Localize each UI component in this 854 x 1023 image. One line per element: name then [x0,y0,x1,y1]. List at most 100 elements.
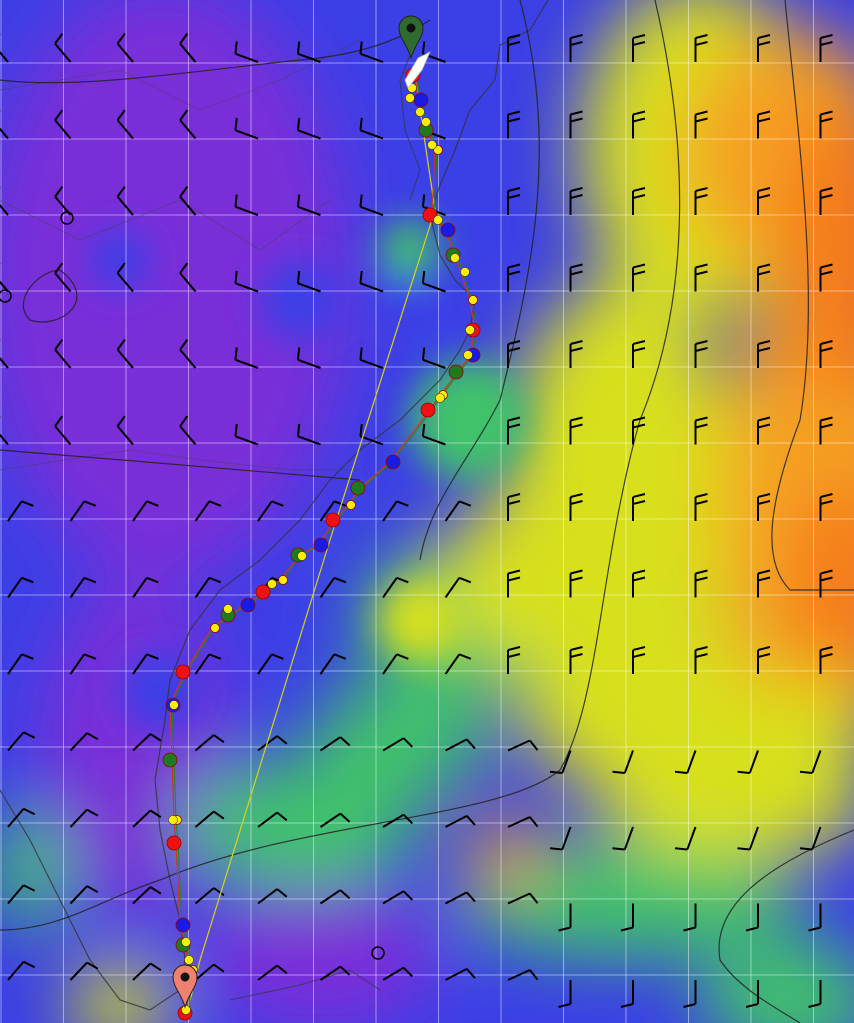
barb-feather [276,964,288,975]
wind-barb [507,646,521,674]
wind-barb [632,569,646,598]
barb-feather [757,500,771,505]
barb-staff [235,129,259,140]
barb-feather [695,423,708,429]
barb-staff [360,435,384,446]
wind-barb [54,262,72,293]
barb-staff [360,129,384,140]
isobar [771,0,854,591]
barb-feather [296,423,301,437]
barb-feather [179,415,189,427]
wind-barb [819,493,833,521]
barb-feather [116,186,126,198]
barb-staff [69,732,88,752]
barb-staff [69,961,88,981]
wind-barb [694,646,708,674]
barb-staff [132,886,152,905]
route-waypoint [460,267,470,277]
wind-barb [382,813,414,828]
route-waypoint [421,117,431,127]
barb-staff [297,52,321,63]
wind-barb [359,194,384,216]
route-waypoint [181,937,191,947]
wind-barb [0,416,9,446]
barb-feather [507,117,521,123]
barb-feather [695,493,708,498]
heat-blob [200,880,440,1023]
barb-feather [820,416,833,422]
barb-feather [213,963,225,973]
barb-staff [116,348,134,369]
route-waypoint [313,537,329,553]
heat-blob [180,760,420,890]
barb-staff [297,435,321,446]
wind-barb [445,738,476,752]
barb-staff [561,750,572,774]
barb-feather [116,339,126,351]
barb-feather [695,576,708,582]
wind-barb [359,347,384,369]
barb-staff [382,890,405,905]
barb-staff [811,750,822,774]
barb-feather [465,815,476,826]
barb-feather [820,423,833,429]
barb-feather [208,500,222,507]
barb-feather [570,646,583,651]
barb-feather [570,270,583,276]
barb-feather [757,340,771,345]
wind-barb [116,33,134,63]
wind-barb [319,812,351,828]
wind-barb [694,34,708,62]
wind-barb [507,493,521,521]
wind-barb [757,110,771,139]
finish-marker[interactable] [172,964,198,1009]
wind-barb [819,110,833,139]
barb-feather [333,576,347,584]
barb-staff [422,282,446,293]
barb-feather [632,270,646,276]
barb-staff [132,733,152,752]
barb-feather [507,493,521,498]
barb-feather [683,926,696,932]
barb-feather [402,737,414,748]
barb-staff [116,119,134,140]
barb-feather [359,347,363,360]
barb-feather [757,34,771,39]
barb-feather [820,194,833,199]
wind-barb [194,734,225,752]
wind-barb [694,340,708,368]
start-marker[interactable] [398,15,424,60]
wind-barb [382,890,414,905]
wind-barb [569,263,583,292]
barb-feather [507,41,521,46]
wind-barb [507,187,521,215]
wind-barb [234,423,259,446]
barb-feather [402,966,414,978]
isobar [22,269,78,323]
barb-staff [360,282,384,293]
barb-feather [146,500,159,507]
pressure-center [371,946,385,960]
route-waypoint [255,584,271,600]
heat-spot [380,580,460,660]
barb-feather [507,270,521,276]
barb-staff [194,577,211,599]
wind-barb [7,884,36,905]
barb-staff [235,358,259,369]
coast-line [0,0,549,1011]
barb-feather [632,117,646,123]
route-waypoint [427,140,437,150]
barb-staff [7,653,23,675]
barb-staff [382,737,405,752]
route-waypoint [169,700,179,710]
barb-feather [458,500,472,507]
barb-feather [421,347,426,360]
barb-feather [570,263,583,269]
barb-staff [132,962,152,981]
barb-feather [276,811,288,822]
wind-barb [69,500,97,522]
wind-barbs [0,33,833,1008]
wind-barb [69,961,99,981]
